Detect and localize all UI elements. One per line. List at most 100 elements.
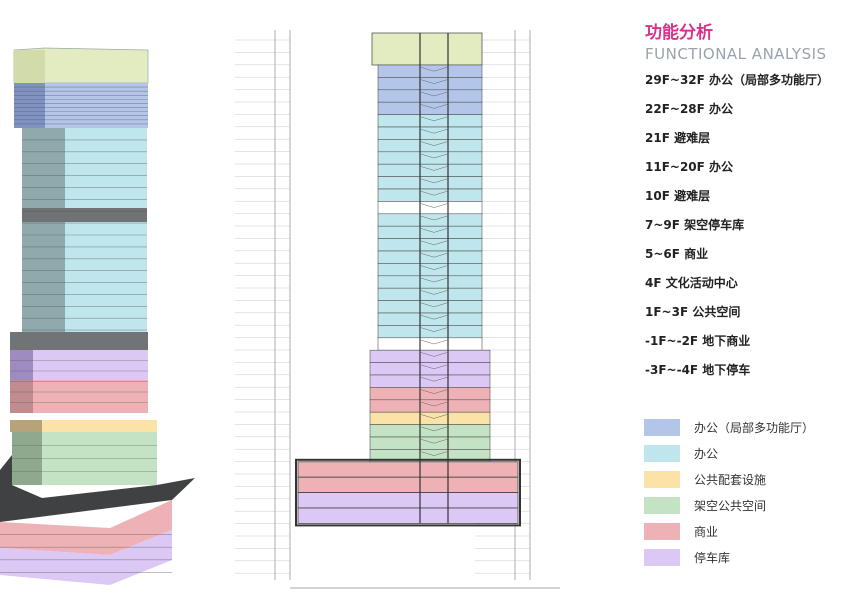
stair-flight [419, 79, 449, 84]
legend-item: 停车库 [644, 544, 814, 570]
roof-crown [13, 47, 149, 84]
section-floor-office [377, 114, 483, 128]
stair-flight [419, 215, 449, 221]
stair-flight [419, 401, 449, 407]
section-floor-office [377, 312, 483, 326]
basement-outline [295, 458, 521, 527]
section-basement-parking [297, 492, 519, 509]
section-floor-office [377, 176, 483, 190]
legend-label: 商业 [694, 524, 719, 539]
basement-block [0, 500, 172, 585]
panel-title: 功能分析 [645, 23, 713, 43]
section-floor-refuge [377, 337, 483, 351]
ground-plane [0, 455, 195, 522]
stair-flight [419, 302, 449, 308]
floor-function-item: -3F~-4F 地下停车 [645, 363, 751, 377]
section-floor-parking [369, 362, 491, 376]
stair-flight [419, 426, 449, 432]
legend-swatch [644, 496, 680, 514]
stair-flight [419, 339, 449, 345]
floor-function-item: 21F 避难层 [645, 131, 711, 145]
stair-flight [419, 327, 449, 332]
legend-swatch [644, 470, 680, 488]
section-floor-parking [369, 374, 491, 388]
legend-item: 商业 [644, 518, 814, 544]
section-floor-office [377, 126, 483, 140]
stair-flight [419, 314, 449, 320]
legend-item: 公共配套设施 [644, 466, 814, 492]
legend-item: 办公 [644, 440, 814, 466]
section-floor-refuge [377, 201, 483, 215]
stair-flight [419, 252, 449, 258]
section-floor-office [377, 287, 483, 301]
stair-flight [419, 153, 449, 159]
stair-flight [419, 128, 449, 134]
stair-flight [419, 91, 449, 97]
section-floor-office [377, 263, 483, 277]
stair-flight [419, 364, 449, 370]
section-floor-office [377, 325, 483, 339]
section-floor-office [377, 188, 483, 202]
legend-item: 办公（局部多功能厅） [644, 414, 814, 440]
section-floor-retail [369, 399, 491, 413]
legend-swatch [644, 522, 680, 540]
podium-upper [10, 332, 148, 413]
section-floor-office [377, 225, 483, 239]
functional-analysis-panel: 功能分析 FUNCTIONAL ANALYSIS 29F~32F 办公（局部多功… [645, 18, 829, 385]
panel-subtitle: FUNCTIONAL ANALYSIS [645, 45, 827, 63]
floor-function-item: 10F 避难层 [645, 189, 711, 203]
section-floors [295, 64, 521, 527]
floor-function-item: 5~6F 商业 [645, 247, 709, 261]
stair-flight [419, 438, 449, 444]
section-floor-public [369, 411, 491, 425]
section-floor-office [377, 213, 483, 227]
legend-label: 办公（局部多功能厅） [694, 420, 815, 435]
section-floor-office_multi [377, 89, 483, 103]
section-floor-open [369, 424, 491, 438]
building-section [235, 30, 560, 589]
section-floor-parking [369, 349, 491, 363]
stair-flight [419, 451, 449, 456]
stair-flight [419, 389, 449, 394]
legend-swatch [644, 444, 680, 462]
stair-flight [419, 351, 449, 357]
stair-flight [419, 116, 449, 122]
stair-flight [419, 203, 449, 208]
legend: 办公（局部多功能厅） 办公公共配套设施 架空公共空间 商业停车库 [644, 414, 814, 570]
stair-flight [419, 240, 449, 246]
floor-function-item: -1F~-2F 地下商业 [645, 334, 751, 348]
floor-function-list: 29F~32F 办公（局部多功能厅） 22F~28F 办公 21F 避难层 11F~2… [645, 66, 829, 385]
stair-flight [419, 103, 449, 109]
legend-label: 架空公共空间 [694, 498, 767, 513]
legend-label: 办公 [694, 446, 719, 461]
section-floor-office_multi [377, 64, 483, 78]
legend-label: 公共配套设施 [694, 472, 767, 487]
section-floor-retail [369, 387, 491, 401]
stair-flight [419, 227, 449, 233]
stair-flight [419, 277, 449, 283]
section-floor-office [377, 238, 483, 252]
section-floor-office [377, 250, 483, 264]
floor-function-item: 4F 文化活动中心 [645, 276, 738, 290]
section-basement-retail [297, 461, 519, 478]
section-core [419, 33, 449, 524]
stair-flight [419, 376, 449, 382]
floor-function-item: 22F~28F 办公 [645, 102, 734, 116]
section-basement-retail [297, 476, 519, 494]
stair-flight [419, 141, 449, 146]
legend-label: 停车库 [694, 550, 731, 565]
legend-swatch [644, 418, 680, 436]
stair-flight [419, 289, 449, 295]
legend-item: 架空公共空间 [644, 492, 814, 518]
section-floor-office_multi [377, 101, 483, 115]
section-floor-office [377, 163, 483, 177]
section-floor-office [377, 275, 483, 289]
floor-function-item: 11F~20F 办公 [645, 160, 734, 174]
section-floor-open [369, 436, 491, 450]
section-roof [371, 32, 483, 66]
section-floor-office [377, 139, 483, 153]
stair-flight [419, 413, 449, 419]
floor-function-item: 29F~32F 办公（局部多功能厅） [645, 73, 830, 87]
section-floor-office [377, 300, 483, 314]
tower-3d-massing [0, 47, 195, 585]
